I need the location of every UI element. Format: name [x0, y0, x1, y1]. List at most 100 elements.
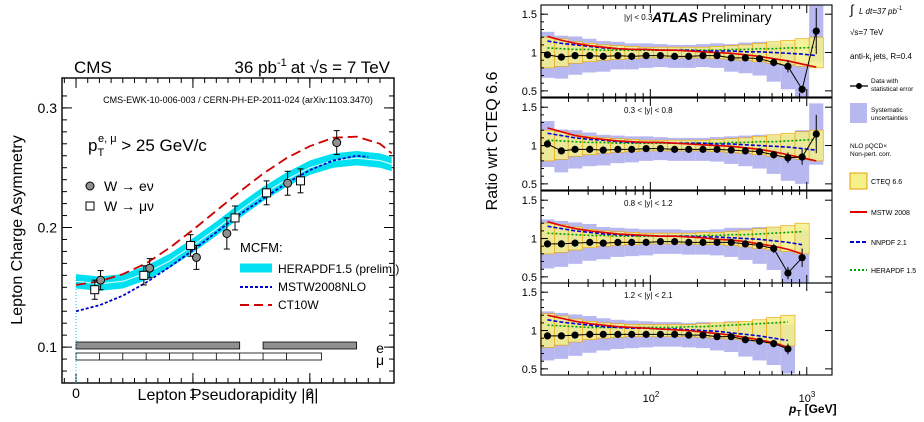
y-tick-label: 1.5	[522, 195, 537, 207]
muon-data-point	[295, 176, 305, 186]
legend-electron-label: W → eν	[104, 178, 154, 194]
systematic-uncertainty-box	[795, 62, 810, 97]
data-point	[571, 145, 579, 153]
data-point	[656, 145, 665, 153]
data-point	[812, 27, 820, 35]
cms-luminosity-label: 36 pb-1 at √s = 7 TeV	[234, 57, 390, 77]
data-point	[798, 153, 806, 161]
data-point	[571, 52, 579, 60]
y-tick-label: 1	[531, 234, 537, 246]
data-point	[599, 52, 607, 60]
data-point	[628, 145, 636, 153]
data-point	[571, 331, 579, 339]
atlas-y-axis-label: Ratio wrt CTEQ 6.6	[484, 72, 501, 211]
y-tick-label: 1	[531, 48, 537, 60]
y-tick-label: 0.3	[38, 100, 58, 116]
data-point	[741, 336, 749, 344]
data-point	[586, 52, 594, 60]
atlas-panel: 0.5 1 1.5 1.2 < |y| < 2.1	[522, 282, 833, 376]
data-point	[741, 147, 749, 155]
legend-nnpdf-label: NNPDF 2.1	[871, 240, 907, 247]
data-point	[699, 145, 707, 153]
data-point	[713, 238, 721, 246]
herapdf-ratio-curve	[547, 46, 817, 52]
data-point	[770, 244, 778, 253]
data-point	[685, 238, 693, 246]
data-point	[699, 238, 707, 246]
legend-data-line1: Data with	[871, 78, 898, 85]
data-point	[755, 148, 764, 156]
electron-data-point	[222, 228, 232, 238]
data-point	[755, 55, 764, 63]
legend-herapdf15-label: HERAPDF 1.5	[871, 268, 916, 275]
data-point	[543, 332, 552, 340]
data-point	[713, 52, 721, 60]
cms-axis-ticks: 0 1 2 0.1 0.2 0.3	[38, 78, 394, 401]
y-tick-label: 0.5	[522, 179, 537, 191]
legend-ct10w-label: CT10W	[278, 298, 319, 312]
data-point	[656, 330, 665, 338]
data-point	[727, 54, 735, 62]
cms-chart: CMS 36 pb-1 at √s = 7 TeV CMS-EWK-10-006-…	[9, 57, 399, 404]
legend-mstw2008-label: MSTW 2008	[871, 210, 910, 217]
y-tick-label: 1	[531, 141, 537, 153]
cms-pt-cut-label: pTe, μ > 25 GeV/c	[88, 133, 207, 159]
legend-mcfm-title: MCFM:	[240, 240, 283, 255]
y-tick-label: 0.5	[522, 86, 537, 98]
electron-bin-bar	[262, 341, 357, 350]
data-point	[770, 151, 778, 159]
data-point	[599, 330, 607, 338]
muon-data-point	[230, 213, 240, 223]
data-point	[713, 145, 721, 153]
data-point	[557, 332, 565, 340]
electron-data-point	[332, 138, 342, 148]
data-point	[628, 238, 636, 246]
data-point	[741, 240, 749, 248]
data-point	[671, 52, 679, 60]
y-tick-label: 1	[531, 326, 537, 338]
legend-cteq-label: CTEQ 6.6	[871, 179, 902, 186]
data-point	[642, 330, 650, 338]
data-point	[586, 145, 594, 153]
legend-herapdf-label: HERAPDF1.5 (prelim.)	[278, 262, 399, 276]
legend-lumi-label: L dt=37 pb-1	[859, 6, 903, 16]
cms-y-axis-label: Lepton Charge Asymmetry	[9, 135, 26, 324]
data-point	[656, 52, 665, 60]
x-tick-label: 2	[306, 385, 314, 401]
atlas-title: ATLAS Preliminary	[651, 9, 772, 25]
ct10w-curve	[75, 135, 393, 286]
atlas-panel: 0.5 1 1.5 0.8 < |y| < 1.2	[522, 190, 833, 284]
data-point	[642, 52, 650, 60]
y-tick-label: 0.5	[522, 364, 537, 376]
cms-x-axis-label: Lepton Pseudorapidity |η|	[138, 387, 319, 404]
muon-data-point	[90, 285, 100, 295]
rapidity-bin-label: |y| < 0.3	[624, 13, 653, 22]
data-point	[614, 52, 622, 60]
data-point	[656, 238, 665, 246]
data-point	[741, 54, 749, 62]
data-point	[614, 330, 622, 338]
muon-bin-bar	[75, 352, 322, 361]
y-tick-label: 1.5	[522, 102, 537, 114]
legend-energy-label: √s=7 TeV	[850, 28, 884, 37]
data-point	[699, 52, 707, 60]
y-tick-label: 1.5	[522, 287, 537, 299]
data-point	[784, 62, 792, 70]
systematic-uncertainty-box	[780, 248, 796, 283]
atlas-legend: ∫ L dt=37 pb-1 √s=7 TeV anti-kt jets, R=…	[849, 2, 916, 275]
bin-e-label: e	[376, 340, 384, 356]
electron-bin-bar	[75, 341, 241, 350]
cms-data-points	[90, 130, 342, 300]
data-point	[784, 345, 792, 353]
bin-mu-label: μ	[376, 352, 384, 368]
data-point	[628, 330, 636, 338]
herapdf-ratio-curve	[547, 230, 803, 238]
data-point	[755, 337, 764, 345]
data-point	[599, 146, 607, 154]
electron-data-point	[145, 263, 155, 273]
mstw-ratio-curve	[547, 127, 817, 162]
y-tick-label: 0.2	[38, 220, 58, 236]
atlas-panels: 0.511.5 |y| < 0.30.511.5 0.3 < |y| < 0.80.…	[522, 4, 833, 376]
muon-data-point	[262, 188, 272, 198]
